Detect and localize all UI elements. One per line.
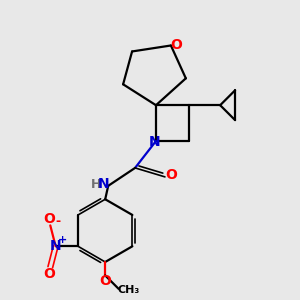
Text: N: N [149, 135, 160, 148]
Text: O: O [166, 168, 177, 182]
Text: N: N [50, 239, 62, 253]
Text: +: + [58, 235, 67, 245]
Text: O: O [170, 38, 182, 52]
Text: H: H [91, 178, 101, 191]
Text: O: O [99, 274, 111, 288]
Text: CH₃: CH₃ [118, 285, 140, 295]
Text: -: - [55, 215, 60, 228]
Text: O: O [43, 267, 55, 281]
Text: O: O [43, 212, 55, 226]
Text: N: N [98, 177, 109, 191]
